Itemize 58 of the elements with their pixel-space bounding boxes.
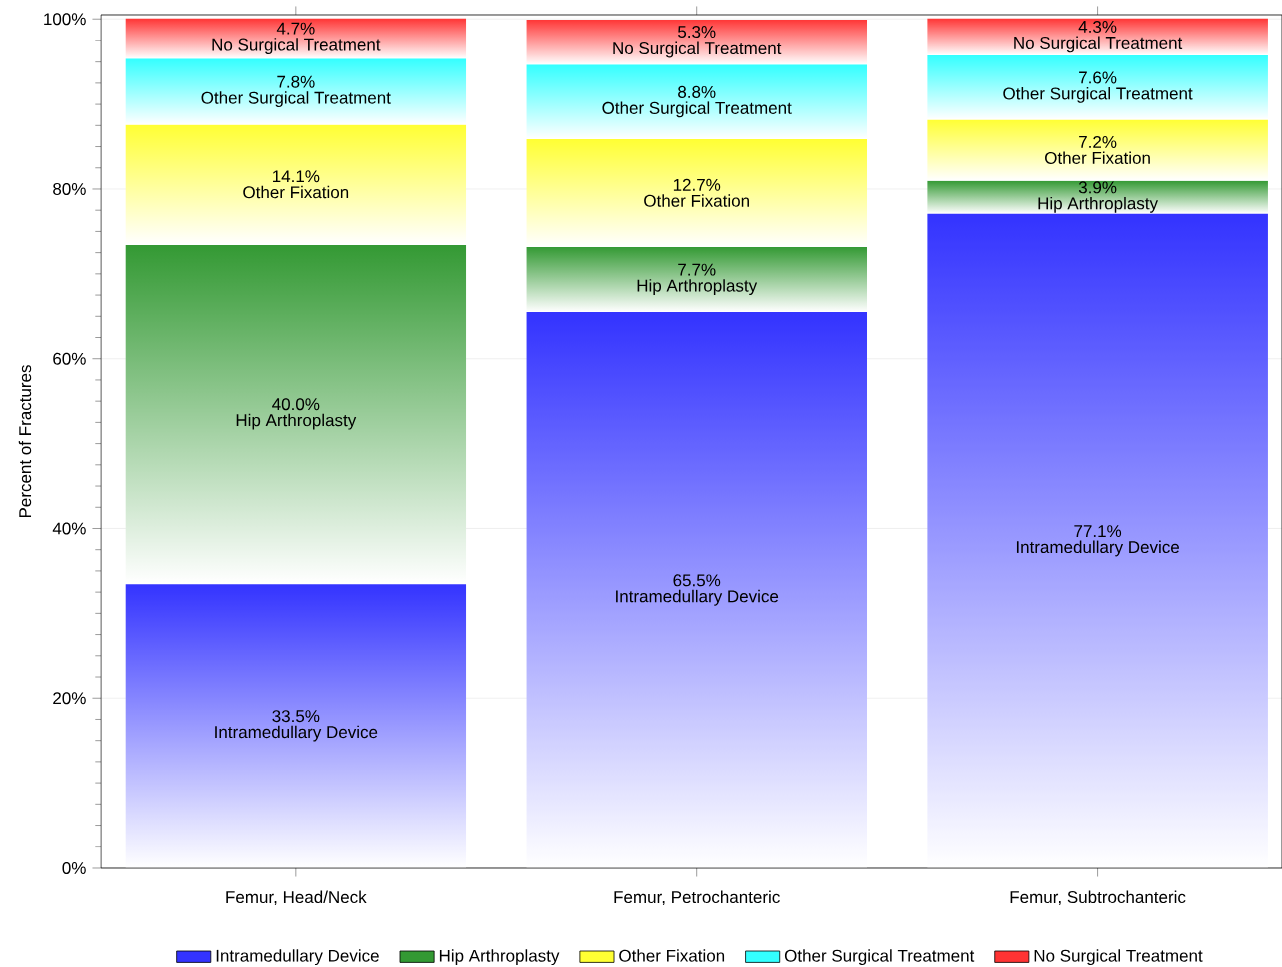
text: No Surgical Treatment: [212, 38, 381, 54]
data-label: 3.9%: [1078, 181, 1117, 194]
legend-label: No Surgical Treatment: [1034, 949, 1203, 966]
data-label: 33.5%: [272, 710, 320, 723]
x-tick-label: Femur, Petrochanteric: [614, 890, 780, 906]
y-tick-label: 60%: [53, 352, 86, 365]
bar: [526, 64, 868, 139]
data-label: 7.2%: [1079, 135, 1117, 148]
text: Other Fixation: [644, 194, 749, 207]
text: Other Surgical Treatment: [201, 91, 391, 108]
x-tick-label: Femur, Head/Neck: [226, 890, 367, 906]
text: Other Fixation: [243, 185, 349, 199]
data-label: 14.1%: [273, 170, 320, 183]
text: Other Surgical Treatment: [602, 101, 792, 118]
bar: [927, 180, 1268, 213]
bar: [526, 138, 868, 247]
text: Intramedullary Device: [616, 589, 779, 606]
data-label: 8.8%: [678, 85, 716, 98]
bar: [125, 584, 467, 868]
text: Hip Arthroplasty: [1038, 196, 1158, 213]
y-axis-title: Percent of Fractures: [18, 365, 32, 518]
data-label: 7.8%: [277, 75, 315, 88]
y-tick-label: 100%: [44, 13, 86, 26]
bar: [526, 312, 868, 868]
bar: [927, 18, 1268, 55]
legend-label: Hip Arthroplasty: [439, 949, 560, 966]
legend-label: Intramedullary Device: [216, 949, 379, 966]
legend-label: Other Fixation: [619, 949, 725, 962]
text: Hip Arthroplasty: [637, 279, 758, 296]
bar: [927, 119, 1268, 181]
y-tick-label: 40%: [52, 522, 86, 535]
text: Other Fixation: [1045, 151, 1150, 164]
data-label: 40.0%: [272, 398, 320, 411]
bar: [526, 246, 868, 312]
bar: [125, 58, 467, 125]
data-label: 5.3%: [678, 26, 716, 39]
text: Intramedullary Device: [215, 725, 378, 742]
data-label: 7.7%: [678, 263, 716, 276]
y-tick-label: 80%: [53, 182, 86, 195]
text: No Surgical Treatment: [1014, 36, 1183, 53]
bar: [927, 54, 1268, 119]
bar: [927, 213, 1268, 868]
bar: [526, 20, 868, 65]
x-tick-label: Femur, Subtrochanteric: [1010, 890, 1186, 906]
data-label: 77.1%: [1074, 525, 1122, 538]
text: Other Surgical Treatment: [1003, 86, 1193, 103]
data-label: 12.7%: [673, 178, 721, 191]
bar: [125, 18, 467, 59]
legend-label: Other Surgical Treatment: [784, 949, 975, 966]
data-label: 4.7%: [276, 22, 315, 35]
text: Intramedullary Device: [1016, 540, 1179, 557]
text: No Surgical Treatment: [613, 41, 782, 58]
text: Hip Arthroplasty: [236, 413, 357, 430]
y-tick-label: 0%: [62, 861, 86, 874]
data-label: 65.5%: [673, 574, 721, 587]
data-label: 4.3%: [1078, 20, 1117, 33]
data-label: 7.6%: [1079, 71, 1117, 84]
y-tick-label: 20%: [53, 692, 86, 705]
